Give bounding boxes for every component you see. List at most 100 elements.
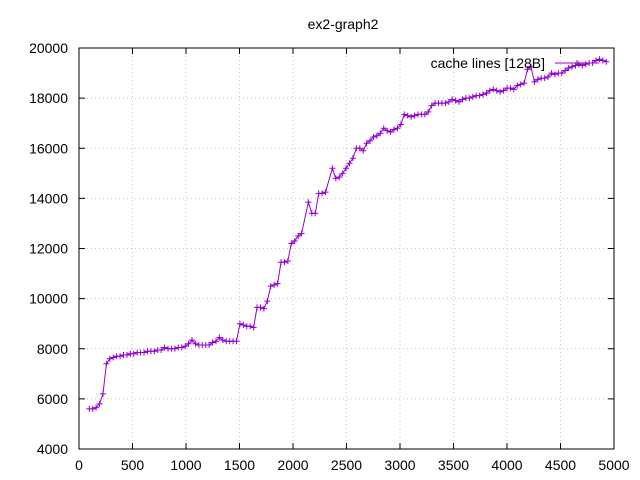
data-point	[106, 355, 113, 362]
data-point	[141, 349, 148, 356]
data-point	[206, 341, 213, 348]
data-point	[233, 338, 240, 345]
data-point	[291, 237, 298, 244]
data-point	[151, 348, 158, 355]
data-point	[582, 61, 589, 68]
data-point	[295, 232, 302, 239]
x-tick-label: 5000	[598, 457, 629, 473]
data-point	[103, 360, 110, 367]
data-point	[346, 160, 353, 167]
series-layer	[86, 56, 610, 412]
x-tick-label: 1000	[170, 457, 201, 473]
data-point	[497, 88, 504, 95]
data-point	[456, 98, 463, 105]
data-point	[298, 230, 305, 237]
y-tick-label: 12000	[29, 241, 68, 257]
data-point	[240, 321, 247, 328]
data-point	[541, 75, 548, 82]
data-point	[322, 189, 329, 196]
data-point	[599, 57, 606, 64]
y-tick-label: 6000	[37, 391, 68, 407]
y-tick-label: 8000	[37, 341, 68, 357]
data-point	[219, 336, 226, 343]
data-point	[521, 80, 528, 87]
data-point	[490, 86, 497, 93]
data-point	[110, 354, 117, 361]
data-point	[545, 73, 552, 80]
data-point	[212, 338, 219, 345]
data-point	[288, 240, 295, 247]
data-point	[480, 91, 487, 98]
data-point	[188, 336, 195, 343]
x-tick-label: 3000	[384, 457, 415, 473]
data-point	[394, 125, 401, 132]
data-point	[510, 86, 517, 93]
data-point	[408, 113, 415, 120]
data-point	[500, 87, 507, 94]
data-point	[171, 345, 178, 352]
data-point	[257, 304, 264, 311]
data-point	[250, 324, 257, 331]
legend-marker-sample	[574, 60, 580, 66]
data-point	[377, 130, 384, 137]
data-point	[274, 280, 281, 287]
data-point	[260, 305, 267, 312]
data-point	[117, 353, 124, 360]
data-point	[449, 96, 456, 103]
data-point	[596, 56, 603, 63]
data-point	[514, 82, 521, 89]
data-point	[236, 320, 243, 327]
data-point	[404, 112, 411, 119]
data-point	[569, 63, 576, 70]
data-point	[247, 323, 254, 330]
data-point	[421, 111, 428, 118]
data-point	[486, 87, 493, 94]
data-point	[442, 100, 449, 107]
data-point	[349, 155, 356, 162]
y-tick-label: 16000	[29, 140, 68, 156]
data-point	[401, 111, 408, 118]
data-point	[360, 147, 367, 154]
data-point	[558, 70, 565, 77]
data-point	[89, 405, 96, 412]
x-tick-label: 1500	[224, 457, 255, 473]
data-point	[158, 347, 165, 354]
data-point	[185, 340, 192, 347]
data-point	[466, 95, 473, 102]
data-point	[339, 170, 346, 177]
data-point	[267, 283, 274, 290]
data-point	[531, 78, 538, 85]
data-point	[209, 339, 216, 346]
data-point	[387, 128, 394, 135]
data-point	[428, 102, 435, 109]
data-point	[562, 67, 569, 74]
data-point	[319, 190, 326, 197]
data-point	[356, 145, 363, 152]
data-point	[507, 85, 514, 92]
data-point	[373, 132, 380, 139]
data-point	[305, 199, 312, 206]
data-point	[527, 63, 534, 70]
data-point	[123, 352, 130, 359]
axes: 0 500 1000 1500 2000 2500 3000 3500 4000 4500 5000…	[29, 40, 630, 473]
y-tick-label: 18000	[29, 90, 68, 106]
data-point	[336, 174, 343, 181]
data-point	[551, 71, 558, 78]
grid	[79, 48, 614, 449]
data-point	[483, 90, 490, 97]
x-tick-label: 2000	[277, 457, 308, 473]
x-tick-label: 4500	[545, 457, 576, 473]
data-point	[469, 93, 476, 100]
x-tick-label: 4000	[491, 457, 522, 473]
x-tick-label: 2500	[331, 457, 362, 473]
data-point	[411, 112, 418, 119]
data-point	[130, 350, 137, 357]
data-point	[343, 165, 350, 172]
data-point	[182, 343, 189, 350]
data-point	[332, 175, 339, 182]
data-point	[178, 344, 185, 351]
data-point	[524, 66, 531, 73]
x-tick-label: 500	[121, 457, 145, 473]
